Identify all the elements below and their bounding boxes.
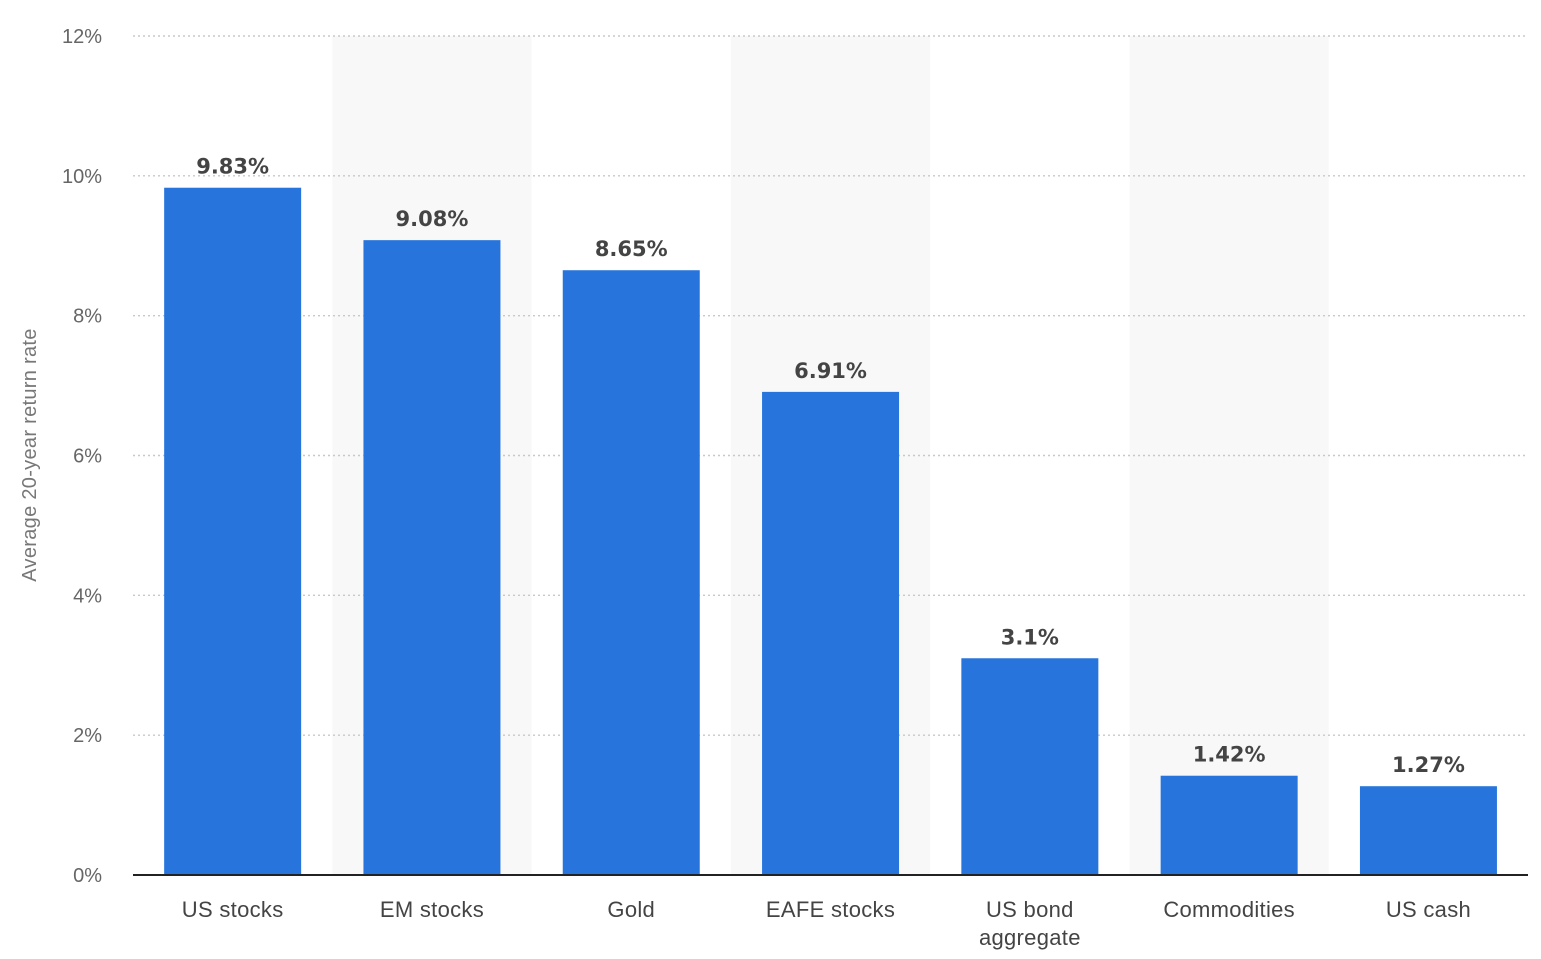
category-label-5: Commodities <box>1163 897 1295 922</box>
y-tick-label: 8% <box>73 306 102 328</box>
y-tick-label: 12% <box>62 26 102 48</box>
category-label-1: EM stocks <box>380 897 484 922</box>
bar-2 <box>562 270 700 875</box>
x-axis-categories: US stocks EM stocks Gold EAFE stocks US bond… <box>182 897 1471 950</box>
bars <box>164 187 1497 875</box>
category-label-6: US cash <box>1386 897 1471 922</box>
category-label-2: Gold <box>607 897 655 922</box>
bar-0 <box>164 187 302 875</box>
y-axis-title: Average 20-year return rate <box>19 328 41 581</box>
category-label-3: EAFE stocks <box>766 897 895 922</box>
data-label-5: 1.42% <box>1193 743 1266 767</box>
data-label-1: 9.08% <box>396 207 469 231</box>
data-labels: 9.83% 9.08% 8.65% 6.91% 3.1% 1.42% 1.27% <box>196 155 1465 777</box>
y-tick-label: 4% <box>73 585 102 607</box>
data-label-3: 6.91% <box>794 359 867 383</box>
category-label-4: US bond aggregate <box>979 897 1081 950</box>
y-tick-label: 6% <box>73 446 102 468</box>
data-label-0: 9.83% <box>196 155 269 179</box>
data-label-6: 1.27% <box>1392 753 1465 777</box>
bar-4 <box>961 658 1099 875</box>
data-label-2: 8.65% <box>595 237 668 261</box>
y-tick-label: 2% <box>73 725 102 747</box>
y-tick-label: 0% <box>73 865 102 887</box>
category-label-0: US stocks <box>182 897 284 922</box>
bar-1 <box>363 240 501 875</box>
y-axis-ticks: 0% 2% 4% 6% 8% 10% 12% <box>62 26 102 887</box>
bar-6 <box>1359 786 1497 875</box>
y-tick-label: 10% <box>62 166 102 188</box>
bar-5 <box>1160 775 1298 875</box>
bar-3 <box>762 391 900 875</box>
data-label-4: 3.1% <box>1001 625 1059 649</box>
